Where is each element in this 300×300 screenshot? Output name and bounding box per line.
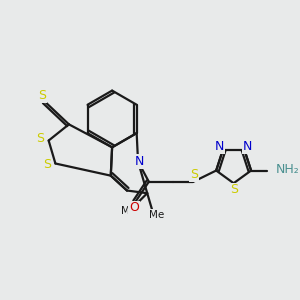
Text: N: N (215, 140, 224, 153)
Text: N: N (135, 155, 144, 168)
Text: O: O (129, 201, 139, 214)
Text: Me: Me (121, 206, 136, 216)
Text: Me: Me (149, 210, 164, 220)
Text: S: S (190, 169, 198, 182)
Text: S: S (43, 158, 51, 171)
Text: N: N (242, 140, 252, 153)
Text: S: S (230, 184, 238, 196)
Text: S: S (37, 132, 44, 145)
Text: S: S (38, 89, 46, 102)
Text: NH₂: NH₂ (275, 163, 299, 176)
